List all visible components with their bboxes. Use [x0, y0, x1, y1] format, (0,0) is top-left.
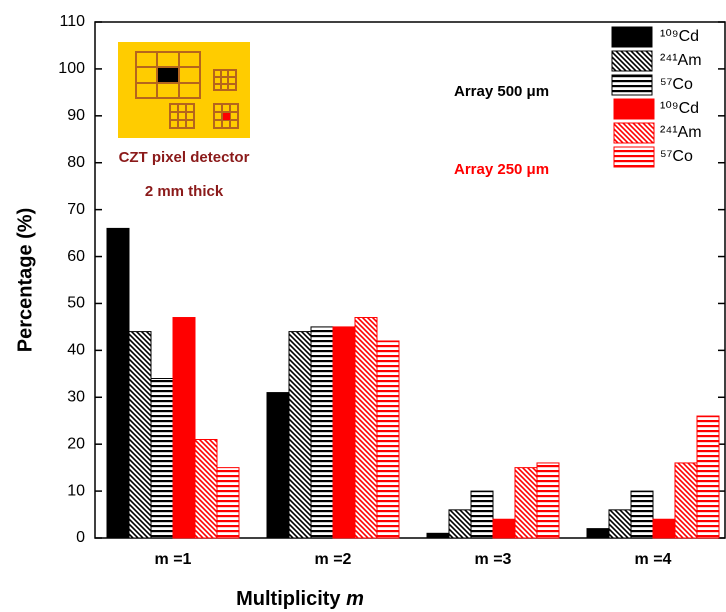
x-axis-title-text: Multiplicity — [236, 588, 341, 610]
x-tick-label: m =4 — [635, 551, 672, 568]
bar — [106, 227, 130, 539]
bar — [310, 326, 334, 539]
annotation: Array 500 μm — [454, 83, 549, 100]
bar — [674, 462, 698, 539]
legend-label: ²⁴¹Am — [660, 124, 702, 141]
legend-label: ²⁴¹Am — [660, 52, 702, 69]
inset — [118, 42, 250, 138]
bar — [150, 378, 174, 539]
x-tick-label: m =1 — [155, 551, 192, 568]
legend-swatch — [613, 146, 655, 168]
x-axis-title: Multiplicity m — [236, 588, 364, 610]
bar — [426, 532, 450, 539]
bar — [332, 326, 356, 539]
annotation: Array 250 μm — [454, 161, 549, 178]
y-axis-title: Percentage (%) — [14, 208, 36, 353]
legend-label: ⁵⁷Co — [660, 76, 693, 93]
annotation: 2 mm thick — [145, 183, 224, 200]
bar — [586, 528, 610, 539]
legend-swatch — [613, 122, 655, 144]
bar — [536, 462, 560, 539]
bar — [696, 415, 720, 539]
x-tick-label: m =2 — [315, 551, 352, 568]
bar — [266, 392, 290, 539]
bar — [194, 438, 218, 539]
bar — [376, 340, 400, 539]
legend-swatch — [611, 50, 653, 72]
bar — [470, 490, 494, 539]
bar — [354, 317, 378, 539]
y-tick-label: 110 — [59, 13, 85, 30]
bar — [608, 509, 632, 539]
annotation: CZT pixel detector — [119, 149, 250, 166]
y-tick-label: 20 — [67, 435, 85, 452]
y-tick-label: 50 — [67, 295, 85, 312]
y-tick-label: 0 — [76, 529, 85, 546]
legend-swatch — [611, 74, 653, 96]
bar — [288, 331, 312, 539]
legend-swatch — [611, 26, 653, 48]
y-tick-label: 30 — [67, 388, 85, 405]
bar — [448, 509, 472, 539]
x-tick-label: m =3 — [475, 551, 512, 568]
legend-label: ¹⁰⁹Cd — [660, 28, 699, 45]
y-tick-label: 60 — [67, 248, 85, 265]
y-tick-label: 70 — [67, 201, 85, 218]
bar — [652, 518, 676, 539]
legend-label: ⁵⁷Co — [660, 148, 693, 165]
bar — [172, 317, 196, 539]
bar — [128, 331, 152, 539]
y-tick-label: 10 — [67, 482, 85, 499]
y-tick-label: 40 — [67, 342, 85, 359]
y-tick-label: 90 — [67, 107, 85, 124]
x-axis-title-symbol: m — [346, 588, 364, 610]
bar — [216, 467, 240, 539]
plot-frame — [94, 21, 726, 539]
bar — [630, 490, 654, 539]
y-tick-label: 80 — [67, 154, 85, 171]
bar — [492, 518, 516, 539]
y-tick-label: 100 — [58, 60, 85, 77]
legend-swatch — [613, 98, 655, 120]
legend-label: ¹⁰⁹Cd — [660, 100, 699, 117]
bar — [514, 467, 538, 539]
